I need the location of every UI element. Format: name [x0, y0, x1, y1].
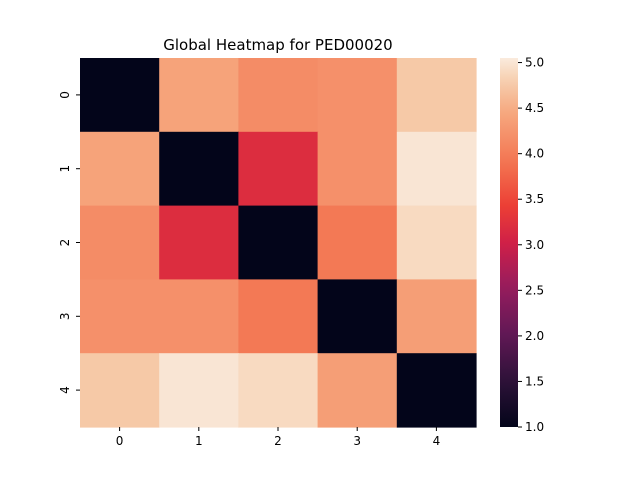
chart-title: Global Heatmap for PED00020 [163, 36, 392, 54]
heatmap-cell-0-2 [238, 58, 319, 133]
colorbar-tick-label: 4.5 [525, 101, 544, 115]
heatmap-cell-1-4 [396, 131, 477, 207]
heatmap-cell-3-4 [396, 279, 477, 354]
x-tick-label: 2 [274, 434, 282, 448]
heatmap-cell-0-3 [317, 58, 398, 133]
heatmap-cell-0-4 [396, 58, 477, 133]
y-axis: 0 1 2 3 4 [58, 91, 80, 394]
heatmap-cell-1-0 [80, 131, 160, 207]
heatmap-cell-0-1 [159, 58, 239, 133]
x-axis: 0 1 2 3 4 [116, 427, 440, 448]
colorbar-tick-label: 2.0 [525, 329, 544, 343]
colorbar-tick-label: 3.0 [525, 238, 544, 252]
heatmap-cell-2-0 [80, 205, 160, 280]
x-tick-label: 3 [353, 434, 361, 448]
colorbar-tick-label: 1.5 [525, 374, 544, 388]
heatmap-cell-4-2 [238, 353, 319, 428]
y-tick-label: 3 [58, 312, 72, 320]
heatmap-cells [80, 58, 477, 428]
heatmap-cell-4-1 [159, 353, 239, 428]
heatmap-cell-4-3 [317, 353, 398, 428]
colorbar-gradient [500, 58, 518, 427]
heatmap-cell-3-2 [238, 279, 319, 354]
heatmap-cell-1-2 [238, 131, 319, 207]
heatmap-cell-2-3 [317, 205, 398, 280]
colorbar-tick-label: 2.5 [525, 283, 544, 297]
heatmap-cell-2-1 [159, 205, 239, 280]
heatmap-cell-1-1 [159, 131, 239, 207]
y-tick-label: 4 [58, 386, 72, 394]
y-tick-label: 0 [58, 91, 72, 99]
heatmap-cell-3-0 [80, 279, 160, 354]
heatmap-cell-4-4 [396, 353, 477, 428]
heatmap-cell-0-0 [80, 58, 160, 133]
colorbar-tick-label: 4.0 [525, 147, 544, 161]
colorbar-tick-label: 5.0 [525, 56, 544, 70]
heatmap-cell-1-3 [317, 131, 398, 207]
colorbar-tick-label: 1.0 [525, 420, 544, 434]
heatmap-cell-2-2 [238, 205, 319, 280]
x-tick-label: 0 [116, 434, 124, 448]
heatmap-cell-2-4 [396, 205, 477, 280]
colorbar: 1.0 1.5 2.0 2.5 3.0 3.5 4.0 4.5 5.0 [500, 56, 544, 434]
heatmap-cell-4-0 [80, 353, 160, 428]
y-tick-label: 2 [58, 239, 72, 247]
heatmap-cell-3-1 [159, 279, 239, 354]
x-tick-label: 1 [195, 434, 203, 448]
y-tick-label: 1 [58, 165, 72, 173]
heatmap-cell-3-3 [317, 279, 398, 354]
x-tick-label: 4 [433, 434, 441, 448]
colorbar-tick-label: 3.5 [525, 192, 544, 206]
